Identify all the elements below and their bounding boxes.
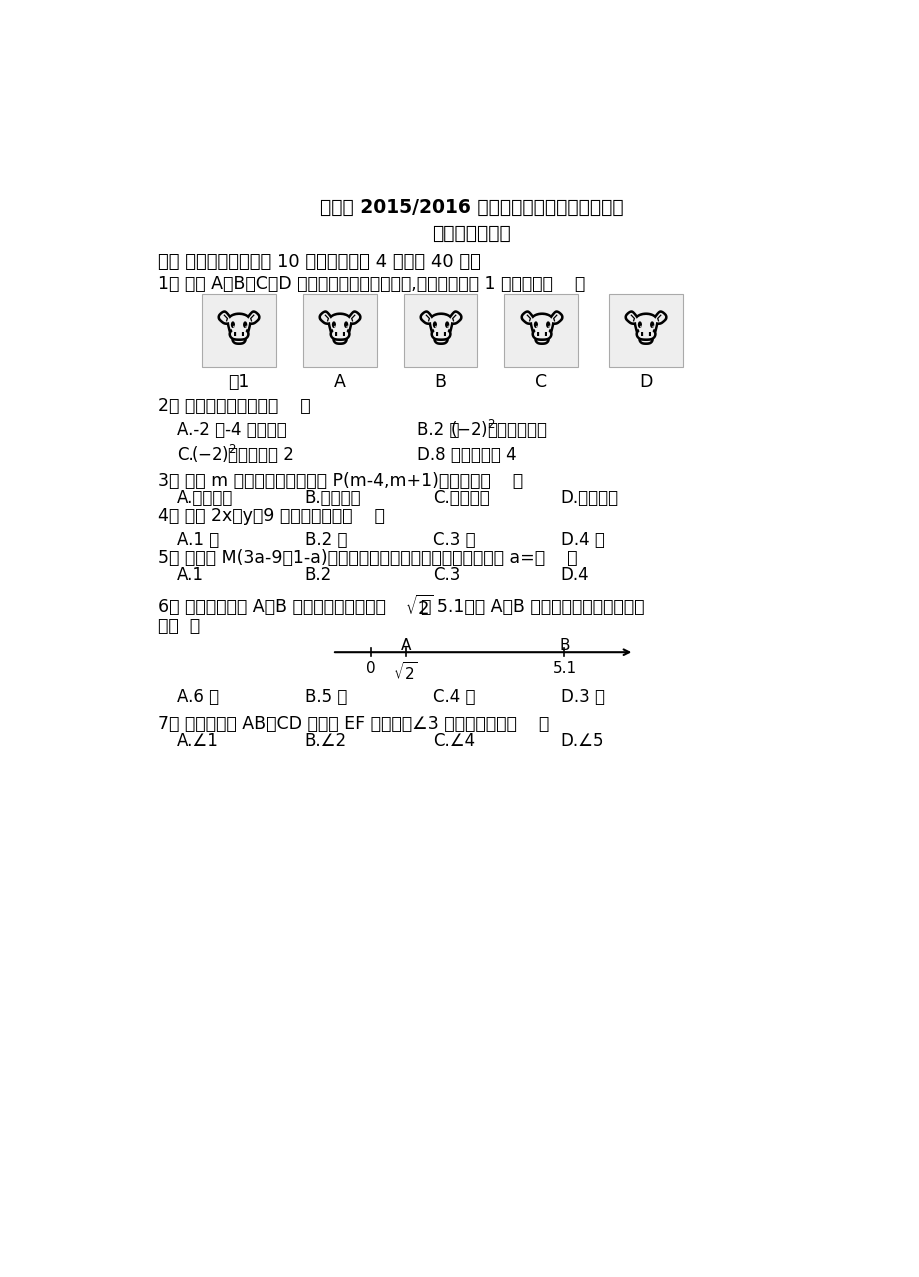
Text: 5． 已知点 M(3a-9，1-a)在第三象限，且它的坐标都是整数，则 a=（    ）: 5． 已知点 M(3a-9，1-a)在第三象限，且它的坐标都是整数，则 a=（ …: [157, 549, 576, 567]
Text: C.第三象限: C.第三象限: [432, 489, 489, 507]
Text: 巢湖市 2015/2016 学年度第二学期期末质量检测: 巢湖市 2015/2016 学年度第二学期期末质量检测: [319, 198, 623, 217]
Text: D.4: D.4: [560, 566, 588, 584]
Text: B.2: B.2: [304, 566, 332, 584]
Text: 🐮: 🐮: [216, 312, 262, 350]
Text: 的算术平方根: 的算术平方根: [486, 421, 547, 439]
Text: 🐮: 🐮: [517, 312, 563, 350]
Text: $\sqrt{2}$: $\sqrt{2}$: [392, 661, 417, 683]
FancyBboxPatch shape: [302, 294, 376, 368]
Text: 一． 选择题（本大题共 10 小题，每小题 4 分，共 40 分）: 一． 选择题（本大题共 10 小题，每小题 4 分，共 40 分）: [157, 253, 480, 271]
Text: B.2 是: B.2 是: [417, 421, 460, 439]
Text: 0: 0: [366, 661, 375, 677]
FancyBboxPatch shape: [504, 294, 577, 368]
Text: $(-2)^{2}$: $(-2)^{2}$: [191, 443, 236, 465]
Text: C.∠4: C.∠4: [432, 732, 474, 751]
Text: A.1 组: A.1 组: [176, 530, 219, 549]
Text: A.6 个: A.6 个: [176, 688, 219, 706]
Text: A: A: [334, 373, 346, 392]
Text: 🐮: 🐮: [316, 312, 362, 350]
Text: A.∠1: A.∠1: [176, 732, 219, 751]
Text: 和 5.1，则 A，B 两点之间表示整数的点共: 和 5.1，则 A，B 两点之间表示整数的点共: [421, 599, 644, 617]
Text: 4． 方程 2x＋y＝9 的正整数解有（    ）: 4． 方程 2x＋y＝9 的正整数解有（ ）: [157, 507, 384, 525]
Text: A.第一象限: A.第一象限: [176, 489, 233, 507]
Text: C.3 组: C.3 组: [432, 530, 475, 549]
Text: B: B: [559, 638, 569, 654]
Text: 七年级数学试卷: 七年级数学试卷: [432, 223, 510, 243]
Text: D.第四象限: D.第四象限: [560, 489, 618, 507]
Text: 有（  ）: 有（ ）: [157, 617, 199, 635]
Text: 的平方根是 2: 的平方根是 2: [228, 446, 294, 464]
Text: 7． 如图，直线 AB、CD 被直线 EF 所截，则∠3 的同旁内角是（    ）: 7． 如图，直线 AB、CD 被直线 EF 所截，则∠3 的同旁内角是（ ）: [157, 715, 549, 733]
FancyBboxPatch shape: [608, 294, 682, 368]
Text: C: C: [535, 373, 547, 392]
Text: 3． 如果 m 是任意实数，那么点 P(m-4,m+1)一定不在（    ）: 3． 如果 m 是任意实数，那么点 P(m-4,m+1)一定不在（ ）: [157, 472, 522, 490]
Text: D.8 的平方根是 4: D.8 的平方根是 4: [417, 446, 516, 464]
Text: 🐮: 🐮: [622, 312, 668, 350]
FancyBboxPatch shape: [202, 294, 276, 368]
Text: $(-2)^{2}$: $(-2)^{2}$: [449, 418, 495, 441]
Text: D.3 个: D.3 个: [560, 688, 604, 706]
Text: 🐮: 🐮: [417, 312, 463, 350]
Text: B.∠2: B.∠2: [304, 732, 346, 751]
Text: $\sqrt{2}$: $\sqrt{2}$: [404, 595, 433, 619]
Text: 2． 下列说法正确的是（    ）: 2． 下列说法正确的是（ ）: [157, 397, 310, 415]
Text: B: B: [434, 373, 446, 392]
Text: D: D: [639, 373, 652, 392]
Text: C.4 个: C.4 个: [432, 688, 475, 706]
Text: 1． 下列 A，B，C，D 四幅「福牛乐乐」图案中,能通过平移图 1 得到的是（    ）: 1． 下列 A，B，C，D 四幅「福牛乐乐」图案中,能通过平移图 1 得到的是（…: [157, 275, 584, 292]
Text: A: A: [400, 638, 411, 654]
Text: C.: C.: [176, 446, 194, 464]
Text: B.2 组: B.2 组: [304, 530, 347, 549]
Text: 5.1: 5.1: [551, 661, 576, 677]
Text: A.1: A.1: [176, 566, 204, 584]
Text: B.第二象限: B.第二象限: [304, 489, 361, 507]
Text: 图1: 图1: [228, 373, 249, 392]
Text: C.3: C.3: [432, 566, 460, 584]
Text: D.4 组: D.4 组: [560, 530, 604, 549]
Text: B.5 个: B.5 个: [304, 688, 346, 706]
Text: D.∠5: D.∠5: [560, 732, 604, 751]
Text: 6． 如图，数轴上 A，B 两点表示的数分别为: 6． 如图，数轴上 A，B 两点表示的数分别为: [157, 599, 385, 617]
Text: A.-2 是-4 的平方根: A.-2 是-4 的平方根: [176, 421, 287, 439]
FancyBboxPatch shape: [403, 294, 477, 368]
